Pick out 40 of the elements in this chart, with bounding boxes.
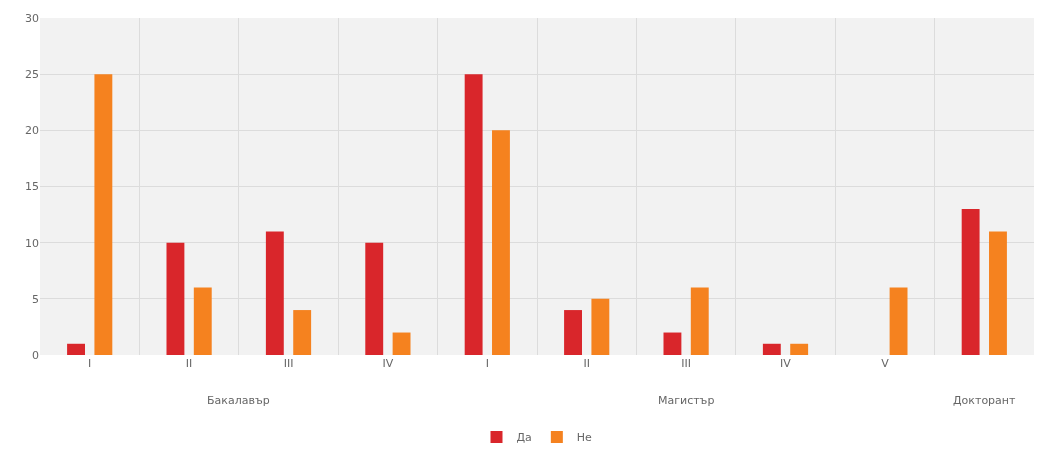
x-tick-label: I xyxy=(485,357,489,370)
bar xyxy=(392,332,411,355)
text: Магистър xyxy=(658,394,715,407)
x-tick-label: IV xyxy=(780,357,792,370)
bar xyxy=(564,310,582,355)
bar xyxy=(591,298,610,355)
bar xyxy=(365,242,384,355)
y-tick-label: 30 xyxy=(25,11,39,25)
x-tick-label: V xyxy=(881,357,890,370)
bar xyxy=(492,130,510,355)
bar xyxy=(67,343,85,355)
y-tick-label: 5 xyxy=(32,292,39,306)
legend-label: Да xyxy=(516,431,532,445)
bar xyxy=(293,310,312,355)
y-tick-label: 0 xyxy=(32,348,39,362)
x-tick-label: II xyxy=(583,357,590,370)
y-tick-label: 25 xyxy=(25,68,39,82)
bar xyxy=(663,332,682,355)
bar xyxy=(690,287,709,355)
bar xyxy=(989,231,1007,355)
bar xyxy=(265,231,284,355)
x-tick-label: II xyxy=(185,357,193,370)
bar xyxy=(94,74,113,355)
bar xyxy=(464,74,483,355)
x-tick-label: I xyxy=(88,357,92,370)
legend-label: Не xyxy=(576,431,593,445)
text: Докторант xyxy=(953,394,1017,407)
y-tick-label: 10 xyxy=(25,236,39,250)
x-tick-label: III xyxy=(283,357,294,370)
text: Бакалавър xyxy=(207,394,270,407)
x-tick-label: III xyxy=(681,357,691,370)
bar xyxy=(762,343,781,355)
bar xyxy=(889,287,908,355)
y-tick-label: 15 xyxy=(25,180,39,194)
bar xyxy=(193,287,212,355)
bar xyxy=(961,208,980,355)
bar xyxy=(790,343,809,355)
bar xyxy=(166,242,185,355)
x-tick-label: IV xyxy=(382,357,394,370)
y-tick-label: 20 xyxy=(25,124,39,138)
